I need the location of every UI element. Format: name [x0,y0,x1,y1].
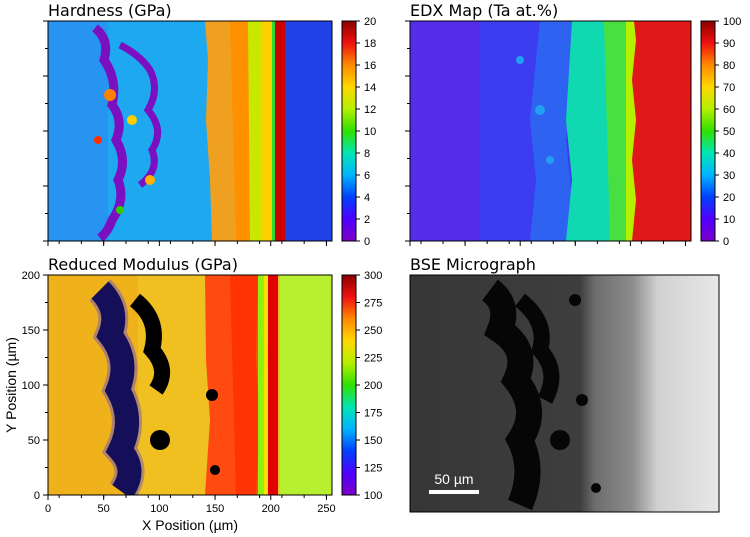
y-tick-label: 0 [34,490,40,502]
colorbar-tick-label: 16 [364,60,376,72]
colorbar-tick-label: 300 [364,270,382,282]
colorbar-tick-label: 10 [723,214,735,226]
colorbar-tick-label: 225 [364,353,382,365]
x-tick-label: 150 [206,503,224,515]
y-axis-label: Y Position (µm) [3,337,19,433]
modulus-title: Reduced Modulus (GPa) [48,255,238,274]
colorbar-tick-label: 100 [364,490,382,502]
colorbar-tick-label: 10 [364,126,376,138]
modulus-panel: Reduced Modulus (GPa) 0 50 100 150 200 250 0 50… [3,255,382,533]
edx-heatmap [410,21,691,241]
edx-panel: EDX Map (Ta at.%) 0 10 20 30 40 50 60 70 80 90 100 [405,1,741,248]
edx-colorbar: 0 10 20 30 40 50 60 70 80 90 100 [700,16,741,248]
modulus-heatmap [48,275,332,495]
colorbar-tick-label: 150 [364,435,382,447]
colorbar-tick-label: 200 [364,380,382,392]
colorbar-tick-label: 100 [723,16,741,28]
modulus-axis-ticks: 0 50 100 150 200 250 0 50 100 150 200 [22,270,336,515]
scale-bar [429,490,479,494]
y-tick-label: 100 [22,380,40,392]
x-tick-label: 0 [45,503,51,515]
y-tick-label: 50 [28,435,40,447]
colorbar-tick-label: 40 [723,148,735,160]
colorbar-tick-label: 12 [364,104,376,116]
colorbar-gradient [341,274,357,496]
x-tick-label: 250 [317,503,335,515]
y-tick-label: 200 [22,270,40,282]
bse-title: BSE Micrograph [410,255,536,274]
colorbar-tick-label: 8 [364,148,370,160]
colorbar-tick-label: 6 [364,170,370,182]
colorbar-tick-label: 20 [723,192,735,204]
colorbar-tick-label: 0 [723,236,729,248]
colorbar-tick-label: 2 [364,214,370,226]
x-tick-label: 200 [262,503,280,515]
hardness-heatmap [48,21,332,241]
colorbar-gradient [700,20,716,242]
colorbar-tick-label: 50 [723,126,735,138]
colorbar-tick-label: 30 [723,170,735,182]
edx-axis-ticks [405,20,686,246]
colorbar-tick-label: 60 [723,104,735,116]
colorbar-tick-label: 275 [364,298,382,310]
hardness-title: Hardness (GPa) [48,1,172,20]
x-tick-label: 50 [98,503,110,515]
x-tick-label: 100 [150,503,168,515]
colorbar-gradient [341,20,357,242]
scale-bar-label: 50 µm [434,471,473,487]
edx-title: EDX Map (Ta at.%) [410,1,558,20]
bse-micrograph [410,275,719,512]
colorbar-tick-label: 4 [364,192,370,204]
colorbar-tick-label: 14 [364,82,376,94]
colorbar-tick-label: 70 [723,82,735,94]
colorbar-tick-label: 90 [723,38,735,50]
modulus-colorbar: 100 125 150 175 200 225 250 275 300 [341,270,382,502]
hardness-colorbar: 0 2 4 6 8 10 12 14 16 18 20 [341,16,376,248]
hardness-axis-ticks [43,20,327,246]
hardness-panel: Hardness (GPa) 0 2 4 6 8 10 12 14 16 18 20 [43,1,376,248]
bse-panel: BSE Micrograph 50 µm [409,255,720,513]
colorbar-tick-label: 125 [364,463,382,475]
colorbar-tick-label: 0 [364,236,370,248]
colorbar-tick-label: 18 [364,38,376,50]
y-tick-label: 150 [22,325,40,337]
colorbar-tick-label: 20 [364,16,376,28]
colorbar-tick-label: 175 [364,408,382,420]
colorbar-tick-label: 80 [723,60,735,72]
x-axis-label: X Position (µm) [142,517,238,533]
colorbar-tick-label: 250 [364,325,382,337]
